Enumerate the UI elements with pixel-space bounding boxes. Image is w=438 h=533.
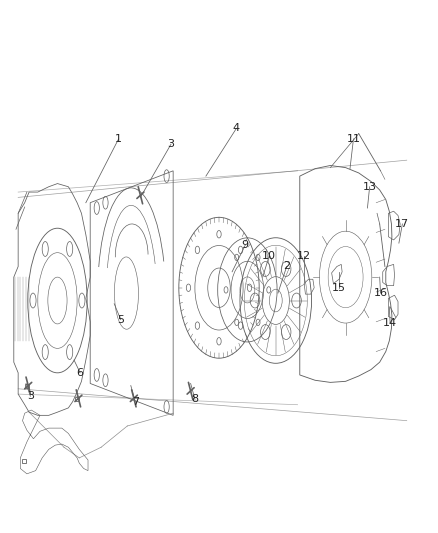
Text: 12: 12: [297, 251, 311, 261]
Text: 1: 1: [115, 134, 122, 144]
Text: 6: 6: [77, 368, 84, 378]
Text: 4: 4: [233, 123, 240, 133]
Text: 3: 3: [27, 391, 34, 401]
Text: 5: 5: [117, 314, 124, 325]
Text: 17: 17: [396, 219, 410, 229]
Text: 8: 8: [191, 394, 198, 405]
Text: 13: 13: [363, 182, 377, 192]
Text: 3: 3: [167, 139, 174, 149]
Text: 15: 15: [332, 283, 346, 293]
Text: 10: 10: [262, 251, 276, 261]
Text: 11: 11: [346, 134, 360, 144]
Text: 7: 7: [131, 397, 139, 407]
Text: 14: 14: [383, 318, 397, 328]
Text: 2: 2: [283, 262, 290, 271]
Text: 9: 9: [242, 240, 249, 250]
Text: 16: 16: [374, 288, 388, 298]
